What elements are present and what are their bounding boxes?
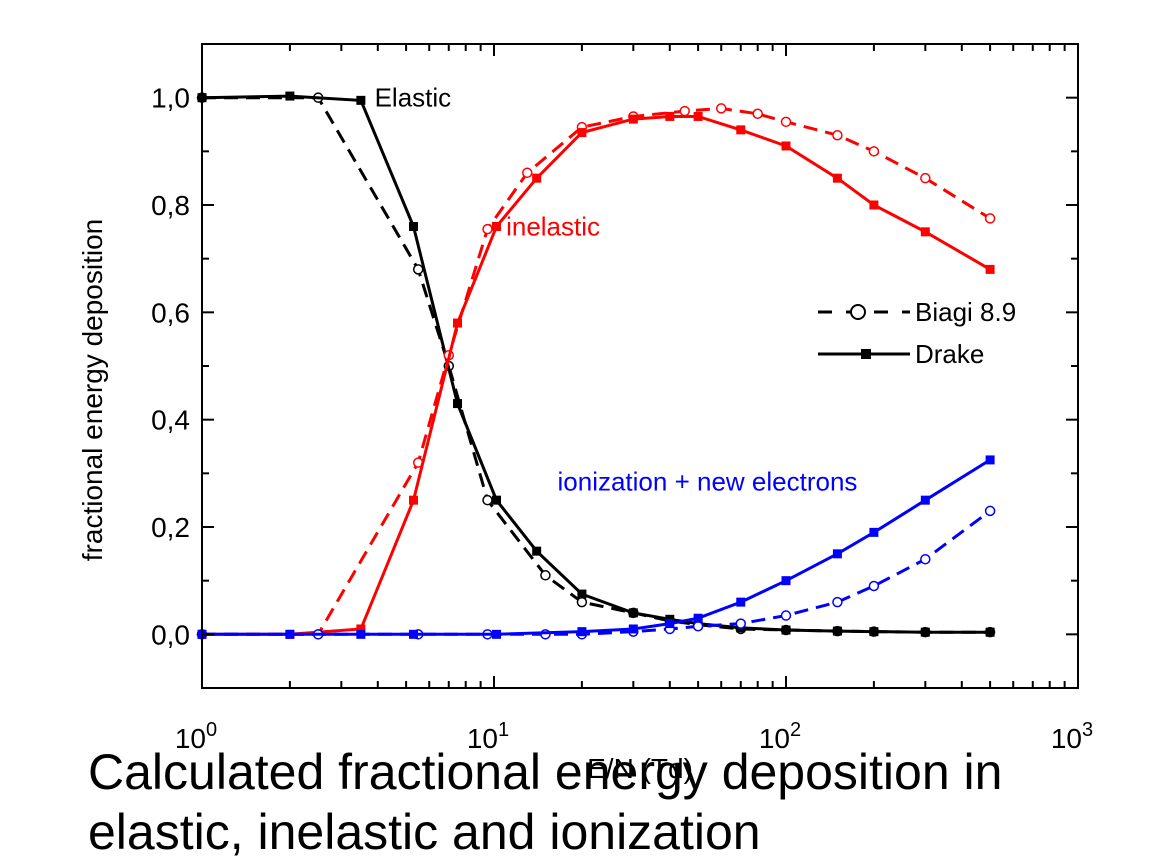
data-point-circle (920, 553, 931, 565)
data-point-square (408, 221, 418, 231)
data-point-square (832, 173, 842, 183)
legend-label: Drake (915, 339, 984, 369)
annotation-label: Elastic (375, 83, 452, 113)
x-tick-label: 102 (759, 719, 801, 754)
data-point-square (920, 227, 930, 237)
data-point-square (628, 114, 638, 124)
data-point-square (781, 141, 791, 151)
data-point-circle (984, 213, 996, 224)
data-point-square (532, 173, 542, 183)
legend-label: Biagi 8.9 (915, 297, 1016, 327)
data-point-circle (752, 108, 763, 120)
data-point-square (453, 318, 463, 328)
legend-marker-square (861, 349, 871, 359)
y-tick-label: 0,8 (151, 190, 190, 221)
data-point-circle (920, 172, 931, 184)
data-point-square (985, 455, 995, 465)
data-point-square (408, 629, 418, 639)
data-point-square (577, 627, 587, 637)
data-point-square (693, 613, 703, 623)
data-point-square (356, 629, 366, 639)
data-point-circle (984, 505, 996, 517)
data-point-circle (780, 610, 792, 621)
data-point-square (665, 619, 675, 629)
data-point-circle (832, 129, 843, 141)
y-tick-label: 0,0 (151, 619, 190, 650)
data-point-square (920, 495, 930, 505)
data-point-circle (522, 167, 533, 179)
data-point-circle (482, 494, 493, 506)
data-point-square (832, 626, 842, 636)
caption-line-1: Calculated fractional energy deposition … (88, 744, 1003, 800)
data-point-circle (412, 264, 424, 275)
y-axis-label: fractional energy deposition (77, 219, 108, 561)
data-point-square (628, 608, 638, 618)
annotation-label: inelastic (506, 211, 600, 241)
data-point-square (356, 95, 366, 105)
axes: 0,0 0,2 0,4 0,6 0,8 1,0 100 101 102 103 (151, 43, 1093, 754)
data-point-square (628, 624, 638, 634)
x-tick-label: 103 (1051, 719, 1093, 754)
data-point-square (492, 221, 502, 231)
series-line (202, 106, 991, 636)
data-point-square (665, 111, 675, 121)
data-point-circle (692, 621, 704, 632)
x-tick-label: 100 (175, 719, 217, 754)
data-point-square (736, 597, 746, 607)
x-axis-label: E/N (Td) (587, 753, 693, 784)
data-point-square (985, 627, 995, 637)
data-point-square (356, 624, 366, 634)
annotations: Elastic inelastic ionization + new electro… (375, 83, 858, 497)
data-point-circle (679, 105, 690, 117)
data-point-square (693, 111, 703, 121)
data-point-square (869, 200, 879, 210)
data-point-circle (868, 146, 880, 157)
data-point-circle (735, 618, 747, 629)
y-tick-label: 0,2 (151, 512, 190, 543)
series-line (201, 94, 991, 634)
data-point-circle (780, 116, 792, 128)
data-point-circle (540, 570, 551, 581)
series-line (202, 96, 991, 634)
data-point-square (577, 128, 587, 138)
data-point-square (832, 549, 842, 559)
data-point-square (869, 627, 879, 637)
data-point-square (285, 91, 295, 101)
data-point-square (985, 264, 995, 274)
series-layer (196, 91, 996, 640)
y-tick-label: 0,6 (151, 297, 190, 328)
legend-marker-circle (850, 304, 866, 320)
data-point-square (492, 629, 502, 639)
y-tick-label: 0,4 (151, 405, 190, 436)
figure-caption: Calculated fractional energy deposition … (88, 742, 1172, 862)
data-point-square (453, 399, 463, 409)
caption-line-2: elastic, inelastic and ionization (88, 804, 761, 860)
data-point-square (285, 629, 295, 639)
data-point-square (920, 627, 930, 637)
data-point-circle (868, 580, 880, 592)
data-point-circle (832, 596, 843, 608)
y-tick-label: 1,0 (151, 83, 190, 114)
annotation-label: ionization + new electrons (558, 466, 858, 496)
x-tick-label: 101 (467, 719, 509, 754)
data-point-square (781, 625, 791, 635)
data-point-square (492, 495, 502, 505)
series-line (202, 115, 991, 636)
data-point-square (532, 546, 542, 556)
data-point-circle (482, 223, 493, 235)
data-point-circle (576, 596, 588, 608)
data-point-square (408, 495, 418, 505)
legend: Biagi 8.9 Drake (818, 297, 1016, 369)
data-point-square (781, 576, 791, 586)
data-point-square (869, 527, 879, 537)
data-point-circle (715, 103, 727, 114)
data-point-square (736, 125, 746, 135)
data-point-square (577, 589, 587, 599)
